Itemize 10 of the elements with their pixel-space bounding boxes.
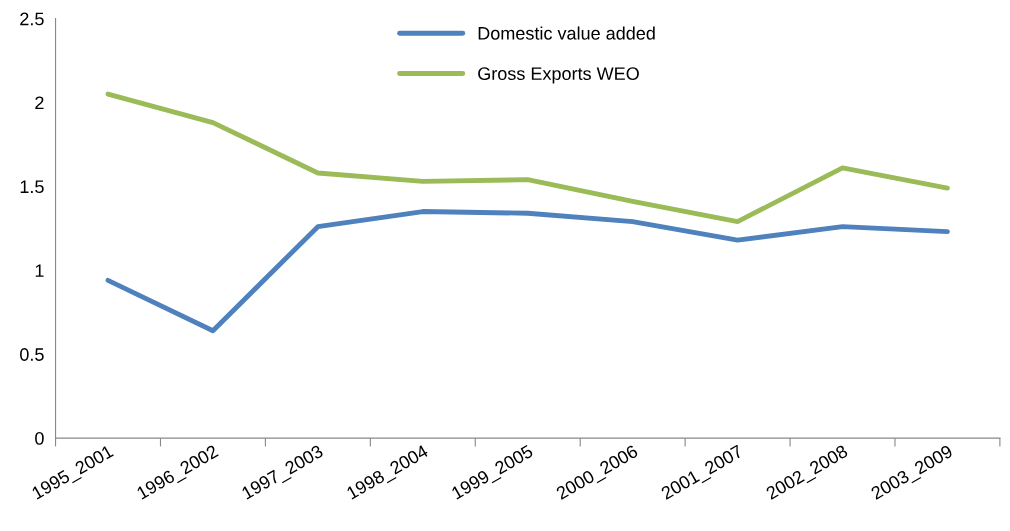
legend-label: Gross Exports WEO <box>478 67 639 84</box>
y-tick-label: 1 <box>35 264 44 277</box>
y-tick-label: 0 <box>35 432 44 445</box>
y-tick-label: 2.5 <box>20 12 44 26</box>
y-tick-label: 2 <box>35 96 44 110</box>
y-tick-label: 0.5 <box>20 348 44 361</box>
line-series <box>105 91 950 225</box>
y-tick-label: 1.5 <box>20 180 44 194</box>
line-series <box>105 209 950 334</box>
legend-label: Domestic value added <box>478 26 655 40</box>
